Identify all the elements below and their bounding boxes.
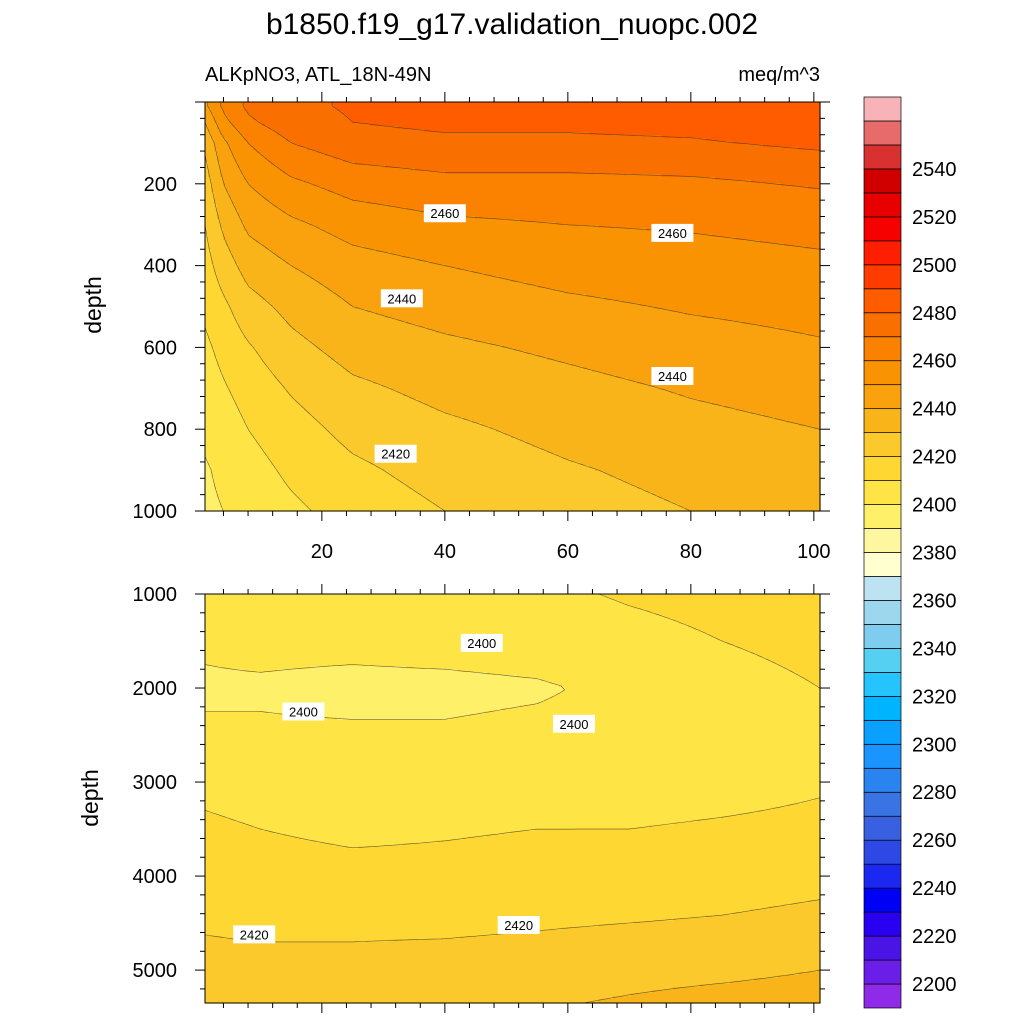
figure: b1850.f19_g17.validation_nuopc.002 ALKpN… [0, 0, 1024, 1024]
upper-panel-filled-contours [205, 102, 821, 512]
subtitle-variable: ALKpNO3, ATL_18N-49N [205, 64, 431, 86]
chart-title: b1850.f19_g17.validation_nuopc.002 [266, 8, 758, 41]
subtitle-units: meq/m^3 [738, 64, 820, 86]
